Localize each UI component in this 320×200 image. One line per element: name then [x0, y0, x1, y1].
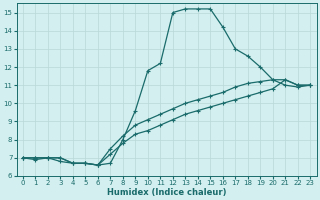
X-axis label: Humidex (Indice chaleur): Humidex (Indice chaleur) [107, 188, 226, 197]
